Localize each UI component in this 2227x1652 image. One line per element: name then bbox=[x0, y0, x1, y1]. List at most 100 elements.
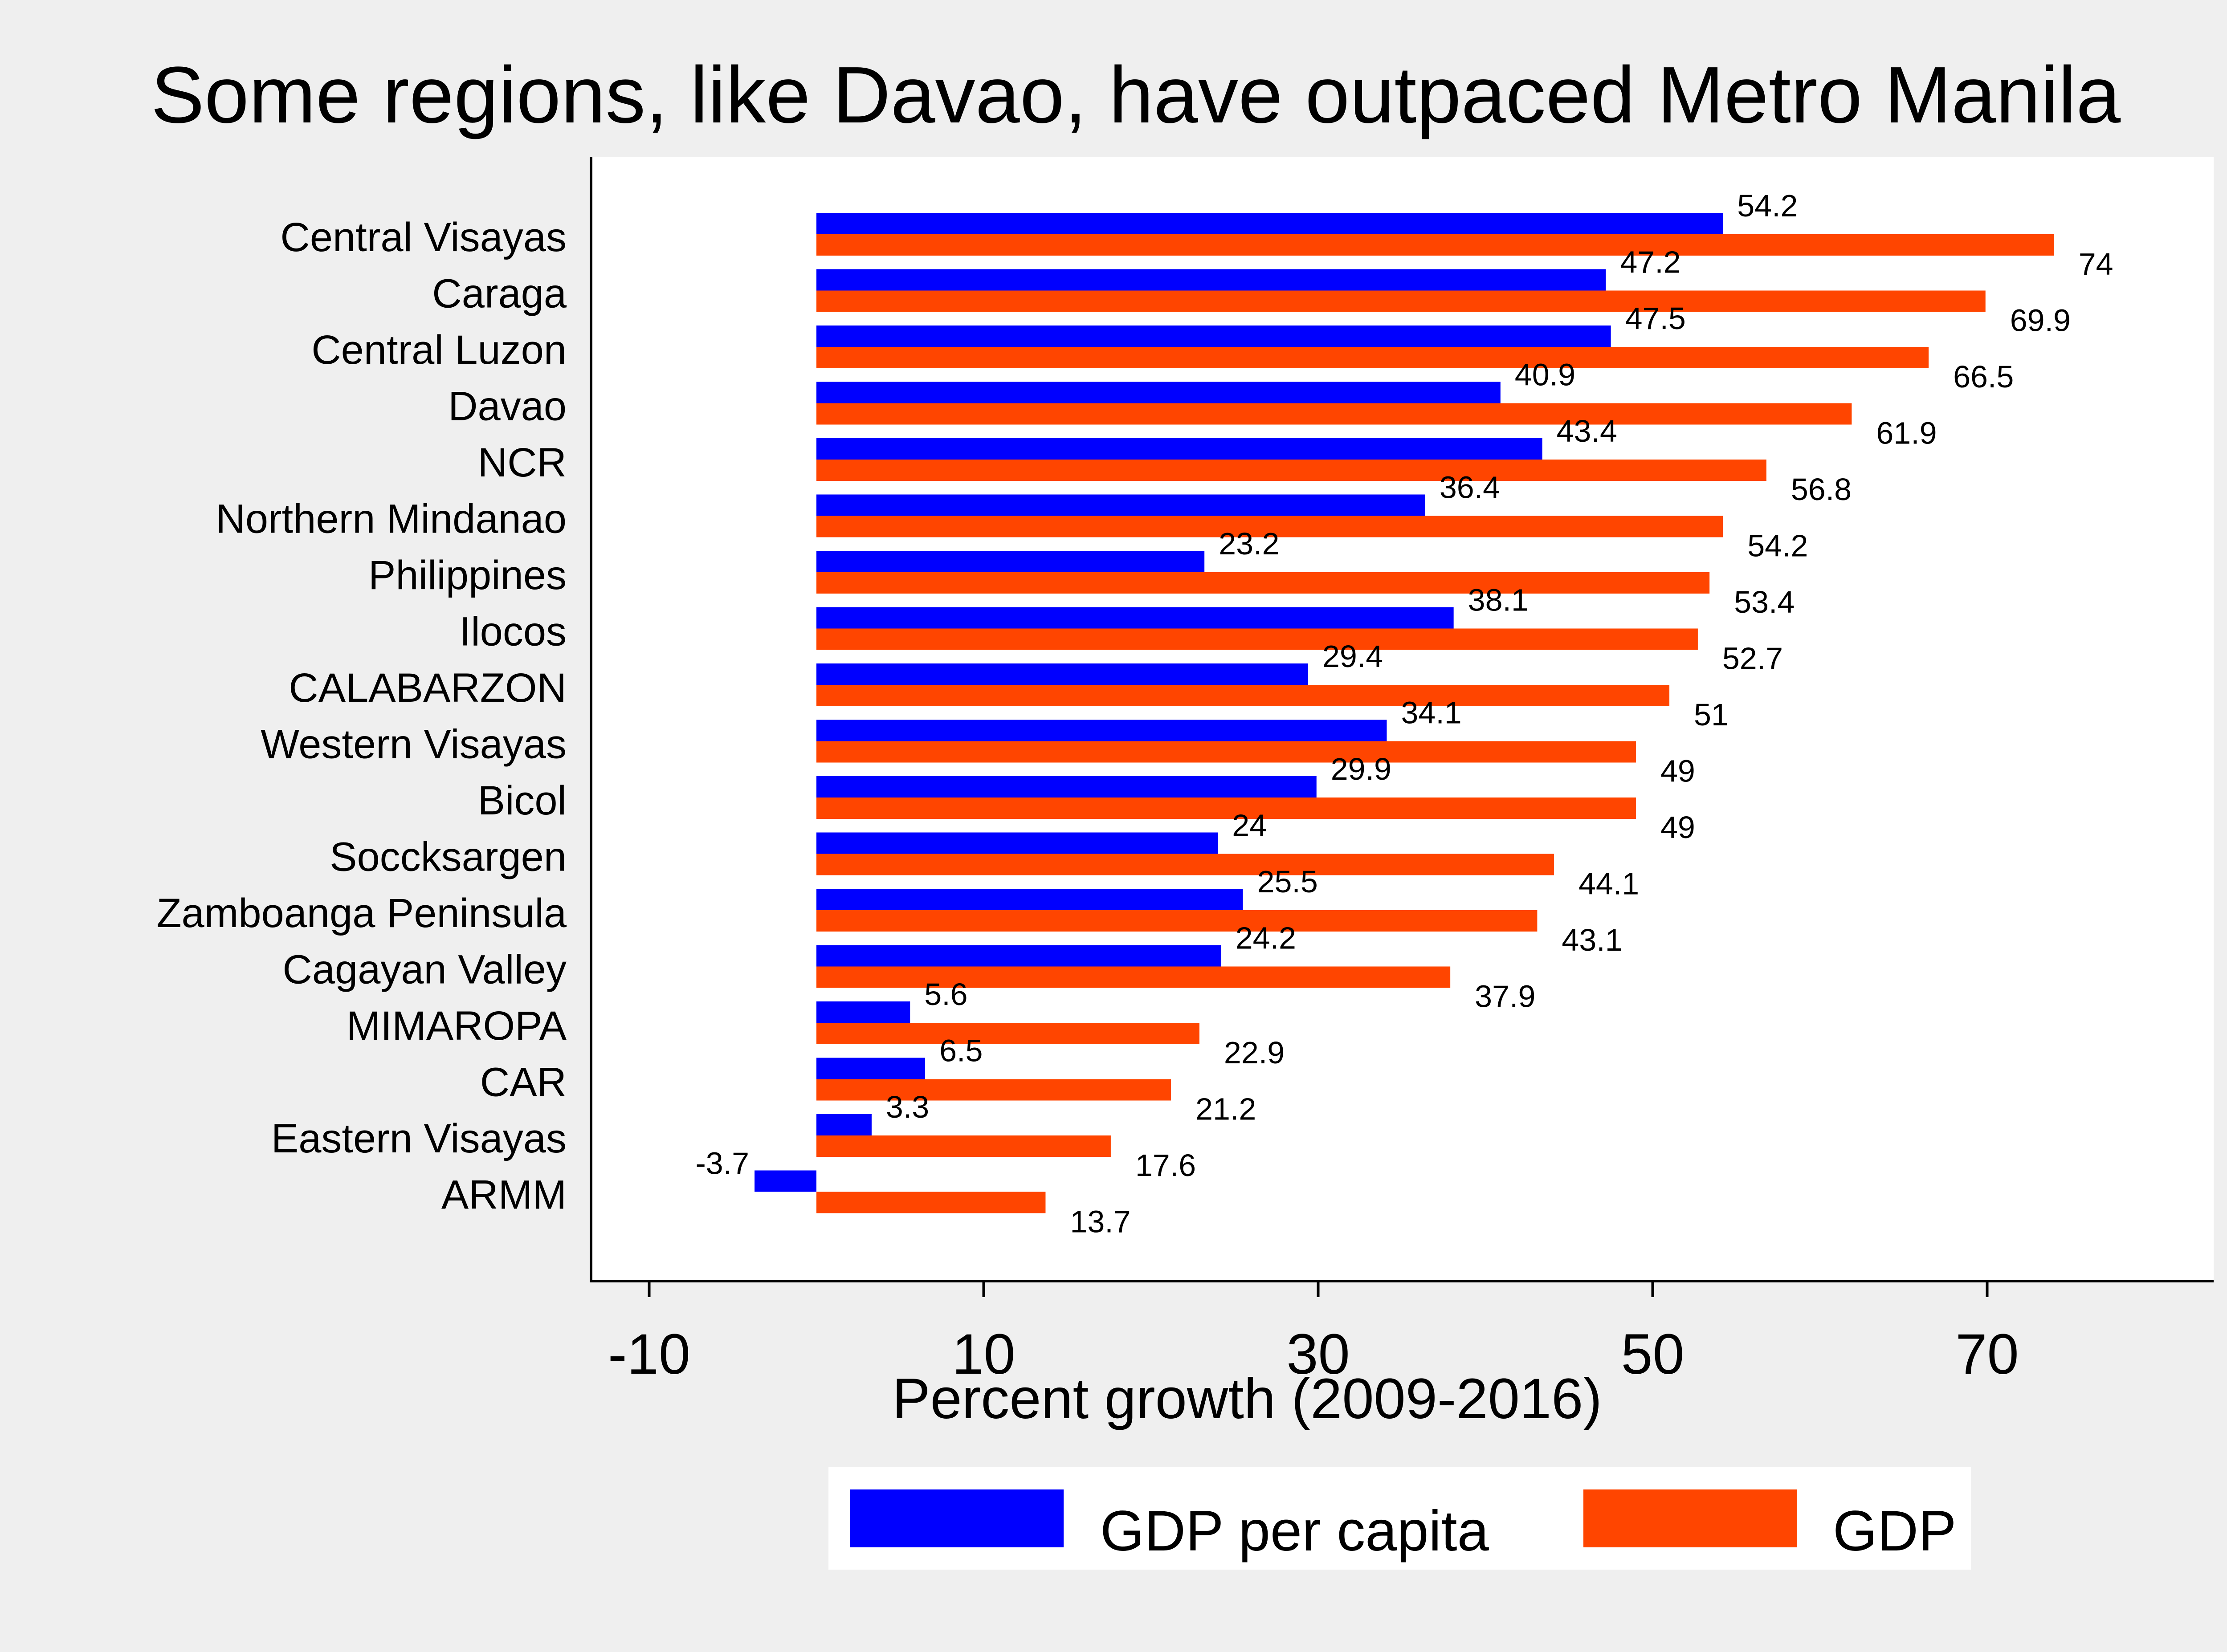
bar-gdp-philippines bbox=[816, 572, 1710, 594]
category-label-ncr: NCR bbox=[478, 440, 567, 485]
category-label-caraga: Caraga bbox=[432, 271, 567, 317]
value-label-gdp-per-capita-eastern-visayas: 3.3 bbox=[886, 1090, 929, 1124]
bar-gdp-per-capita-calabarzon bbox=[816, 663, 1308, 685]
bar-gdp-northern-mindanao bbox=[816, 516, 1723, 537]
legend-label-gdp: GDP bbox=[1833, 1499, 1956, 1563]
x-tick-label: 50 bbox=[1621, 1322, 1684, 1386]
category-label-mimaropa: MIMAROPA bbox=[347, 1003, 567, 1049]
value-label-gdp-per-capita-armm: -3.7 bbox=[695, 1146, 749, 1181]
value-label-gdp-per-capita-calabarzon: 29.4 bbox=[1322, 639, 1383, 674]
bar-gdp-calabarzon bbox=[816, 685, 1670, 706]
bar-gdp-per-capita-armm bbox=[755, 1170, 816, 1192]
chart-title: Some regions, like Davao, have outpaced … bbox=[151, 50, 2121, 140]
legend-label-gdp-per-capita: GDP per capita bbox=[1100, 1499, 1489, 1563]
bar-gdp-per-capita-northern-mindanao bbox=[816, 494, 1425, 516]
value-labels-layer: 54.2 74 47.2 69.9 47.5 66.5 40.9 61.9 43.4 56.8 36… bbox=[695, 188, 2113, 1239]
bar-gdp-car bbox=[816, 1079, 1171, 1101]
bar-gdp-central-luzon bbox=[816, 347, 1929, 368]
value-label-gdp-per-capita-soccksargen: 24 bbox=[1232, 808, 1267, 843]
bar-gdp-per-capita-central-luzon bbox=[816, 326, 1611, 347]
category-label-northern-mindanao: Northern Mindanao bbox=[216, 496, 567, 542]
value-label-gdp-per-capita-central-luzon: 47.5 bbox=[1625, 301, 1686, 336]
bar-gdp-soccksargen bbox=[816, 854, 1554, 875]
category-labels-layer: Central Visayas Caraga Central Luzon Davao N… bbox=[156, 215, 567, 1218]
value-label-gdp-per-capita-western-visayas: 34.1 bbox=[1401, 696, 1461, 730]
value-label-gdp-per-capita-davao: 40.9 bbox=[1515, 358, 1575, 392]
value-label-gdp-per-capita-car: 6.5 bbox=[939, 1034, 983, 1068]
bar-gdp-caraga bbox=[816, 290, 1986, 312]
value-label-gdp-western-visayas: 49 bbox=[1660, 754, 1695, 789]
value-label-gdp-davao: 61.9 bbox=[1876, 416, 1937, 451]
value-label-gdp-per-capita-cagayan-valley: 24.2 bbox=[1236, 921, 1296, 956]
legend: GDP per capita GDP bbox=[828, 1467, 1971, 1570]
value-label-gdp-per-capita-zamboanga-peninsula: 25.5 bbox=[1257, 864, 1318, 899]
bar-gdp-mimaropa bbox=[816, 1023, 1199, 1044]
value-label-gdp-mimaropa: 22.9 bbox=[1224, 1035, 1285, 1070]
bar-gdp-per-capita-car bbox=[816, 1058, 926, 1079]
bar-gdp-per-capita-ncr bbox=[816, 438, 1542, 460]
value-label-gdp-central-luzon: 66.5 bbox=[1953, 359, 2014, 394]
value-label-gdp-per-capita-mimaropa: 5.6 bbox=[924, 977, 967, 1012]
value-label-gdp-per-capita-northern-mindanao: 36.4 bbox=[1440, 470, 1500, 505]
value-label-gdp-per-capita-ilocos: 38.1 bbox=[1468, 583, 1529, 618]
value-label-gdp-eastern-visayas: 17.6 bbox=[1135, 1148, 1196, 1183]
bar-gdp-per-capita-philippines bbox=[816, 551, 1205, 572]
x-tick-label: 10 bbox=[952, 1322, 1015, 1386]
category-label-zamboanga-peninsula: Zamboanga Peninsula bbox=[156, 891, 567, 936]
value-label-gdp-per-capita-central-visayas: 54.2 bbox=[1737, 188, 1798, 223]
value-label-gdp-zamboanga-peninsula: 43.1 bbox=[1562, 923, 1622, 957]
category-label-calabarzon: CALABARZON bbox=[289, 665, 567, 711]
bar-gdp-western-visayas bbox=[816, 741, 1636, 763]
bar-gdp-per-capita-central-visayas bbox=[816, 213, 1723, 234]
value-label-gdp-caraga: 69.9 bbox=[2010, 303, 2071, 338]
category-label-cagayan-valley: Cagayan Valley bbox=[282, 947, 567, 993]
category-label-central-visayas: Central Visayas bbox=[280, 215, 567, 260]
bar-gdp-central-visayas bbox=[816, 234, 2054, 256]
bars-layer bbox=[755, 213, 2054, 1213]
bar-gdp-per-capita-ilocos bbox=[816, 607, 1454, 629]
bar-gdp-bicol bbox=[816, 798, 1636, 819]
value-label-gdp-philippines: 53.4 bbox=[1734, 585, 1795, 619]
x-axis-label: Percent growth (2009-2016) bbox=[892, 1367, 1602, 1431]
value-label-gdp-cagayan-valley: 37.9 bbox=[1475, 979, 1535, 1014]
x-tick-label: 30 bbox=[1286, 1322, 1350, 1386]
value-label-gdp-northern-mindanao: 54.2 bbox=[1747, 529, 1808, 563]
legend-swatch-gdp-per-capita bbox=[850, 1489, 1064, 1547]
category-label-ilocos: Ilocos bbox=[460, 609, 567, 655]
value-label-gdp-ncr: 56.8 bbox=[1791, 472, 1852, 507]
bar-gdp-cagayan-valley bbox=[816, 966, 1451, 988]
bar-gdp-per-capita-soccksargen bbox=[816, 832, 1218, 854]
value-label-gdp-per-capita-caraga: 47.2 bbox=[1620, 245, 1680, 280]
category-label-philippines: Philippines bbox=[368, 553, 567, 598]
bar-gdp-davao bbox=[816, 403, 1852, 425]
value-label-gdp-bicol: 49 bbox=[1660, 810, 1695, 845]
category-label-davao: Davao bbox=[448, 384, 567, 429]
legend-swatch-gdp bbox=[1583, 1489, 1797, 1547]
bar-gdp-ilocos bbox=[816, 628, 1698, 650]
value-label-gdp-car: 21.2 bbox=[1195, 1092, 1256, 1127]
bar-gdp-ncr bbox=[816, 460, 1766, 481]
value-label-gdp-soccksargen: 44.1 bbox=[1578, 867, 1639, 901]
bar-gdp-per-capita-cagayan-valley bbox=[816, 945, 1221, 967]
value-label-gdp-per-capita-philippines: 23.2 bbox=[1219, 526, 1279, 561]
category-label-armm: ARMM bbox=[441, 1172, 567, 1218]
bar-gdp-per-capita-bicol bbox=[816, 776, 1317, 798]
bar-gdp-per-capita-western-visayas bbox=[816, 720, 1387, 741]
value-label-gdp-per-capita-bicol: 29.9 bbox=[1331, 752, 1391, 786]
bar-gdp-armm bbox=[816, 1192, 1046, 1213]
value-label-gdp-calabarzon: 51 bbox=[1694, 697, 1729, 732]
bar-gdp-per-capita-davao bbox=[816, 382, 1501, 403]
category-label-eastern-visayas: Eastern Visayas bbox=[271, 1116, 567, 1161]
bar-gdp-per-capita-zamboanga-peninsula bbox=[816, 889, 1243, 910]
x-tick-label: 70 bbox=[1955, 1322, 2019, 1386]
category-label-bicol: Bicol bbox=[478, 778, 567, 823]
x-axis-ticks: -10 10 30 50 70 bbox=[608, 1281, 2019, 1386]
bar-gdp-per-capita-mimaropa bbox=[816, 1001, 910, 1023]
category-label-car: CAR bbox=[480, 1060, 567, 1105]
value-label-gdp-per-capita-ncr: 43.4 bbox=[1557, 414, 1617, 448]
x-tick-label: -10 bbox=[608, 1322, 690, 1386]
value-label-gdp-central-visayas: 74 bbox=[2079, 247, 2113, 281]
category-label-western-visayas: Western Visayas bbox=[261, 722, 567, 767]
bar-gdp-per-capita-eastern-visayas bbox=[816, 1114, 872, 1135]
